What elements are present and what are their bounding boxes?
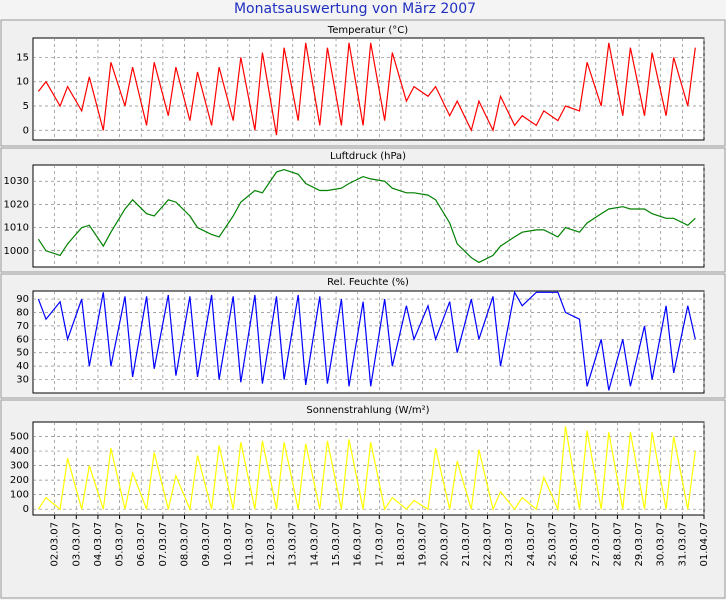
panel-title: Temperatur (°C) [327, 25, 408, 36]
x-tick-label: 23.03.07 [504, 522, 515, 567]
plot-area [32, 37, 705, 141]
y-tick-label: 1010 [4, 223, 29, 234]
x-tick-label: 28.03.07 [612, 522, 623, 567]
y-tick-label: 60 [16, 334, 29, 345]
series-line [37, 426, 696, 512]
y-tick-label: 400 [10, 446, 29, 457]
plot-area [32, 290, 705, 394]
y-tick-label: 70 [16, 321, 29, 332]
x-tick-label: 24.03.07 [526, 522, 537, 567]
x-tick-label: 04.03.07 [93, 522, 104, 567]
x-tick-label: 27.03.07 [591, 522, 602, 567]
x-tick-label: 18.03.07 [396, 522, 407, 567]
y-tick-label: 300 [10, 461, 29, 472]
x-tick-label: 31.03.07 [677, 522, 688, 567]
y-tick-label: 1030 [4, 176, 29, 187]
panel-title: Sonnenstrahlung (W/m²) [306, 405, 429, 416]
x-tick-label: 10.03.07 [223, 522, 234, 567]
x-tick-label: 11.03.07 [244, 522, 255, 567]
plot-area [32, 421, 705, 516]
x-tick-label: 09.03.07 [201, 522, 212, 567]
x-tick-label: 08.03.07 [180, 522, 191, 567]
y-tick-label: 200 [10, 475, 29, 486]
x-tick-label: 12.03.07 [266, 522, 277, 567]
chart-title: Monatsauswertung von März 2007 [234, 1, 476, 17]
y-tick-label: 90 [16, 294, 29, 305]
x-tick-label: 19.03.07 [418, 522, 429, 567]
y-tick-label: 0 [23, 504, 29, 515]
x-tick-label: 01.04.07 [699, 522, 710, 567]
x-tick-label: 06.03.07 [136, 522, 147, 567]
x-tick-label: 20.03.07 [439, 522, 450, 567]
x-tick-label: 21.03.07 [461, 522, 472, 567]
y-tick-label: 0 [23, 125, 29, 136]
x-tick-label: 13.03.07 [288, 522, 299, 567]
y-tick-label: 500 [10, 432, 29, 443]
x-tick-label: 05.03.07 [115, 522, 126, 567]
y-tick-label: 40 [16, 361, 29, 372]
x-tick-label: 02.03.07 [50, 522, 61, 567]
x-tick-label: 30.03.07 [656, 522, 667, 567]
panel-title: Luftdruck (hPa) [330, 151, 406, 162]
plot-area [32, 164, 705, 268]
x-tick-label: 17.03.07 [374, 522, 385, 567]
y-tick-label: 100 [10, 490, 29, 501]
series-line [37, 42, 696, 136]
series-line [37, 168, 696, 264]
y-tick-label: 50 [16, 348, 29, 359]
x-tick-label: 22.03.07 [483, 522, 494, 567]
y-tick-label: 1000 [4, 246, 29, 257]
x-tick-label: 25.03.07 [547, 522, 558, 567]
y-tick-label: 15 [16, 52, 29, 63]
y-tick-label: 80 [16, 307, 29, 318]
x-tick-label: 15.03.07 [331, 522, 342, 567]
x-tick-label: 16.03.07 [353, 522, 364, 567]
x-tick-label: 14.03.07 [309, 522, 320, 567]
series-line [37, 290, 696, 391]
x-tick-label: 29.03.07 [634, 522, 645, 567]
x-tick-label: 26.03.07 [569, 522, 580, 567]
y-tick-label: 10 [16, 77, 29, 88]
x-tick-label: 07.03.07 [158, 522, 169, 567]
y-tick-label: 1020 [4, 199, 29, 210]
x-tick-label: 03.03.07 [71, 522, 82, 567]
panel-title: Rel. Feuchte (%) [327, 277, 409, 288]
y-tick-label: 30 [16, 375, 29, 386]
y-tick-label: 5 [23, 101, 29, 112]
